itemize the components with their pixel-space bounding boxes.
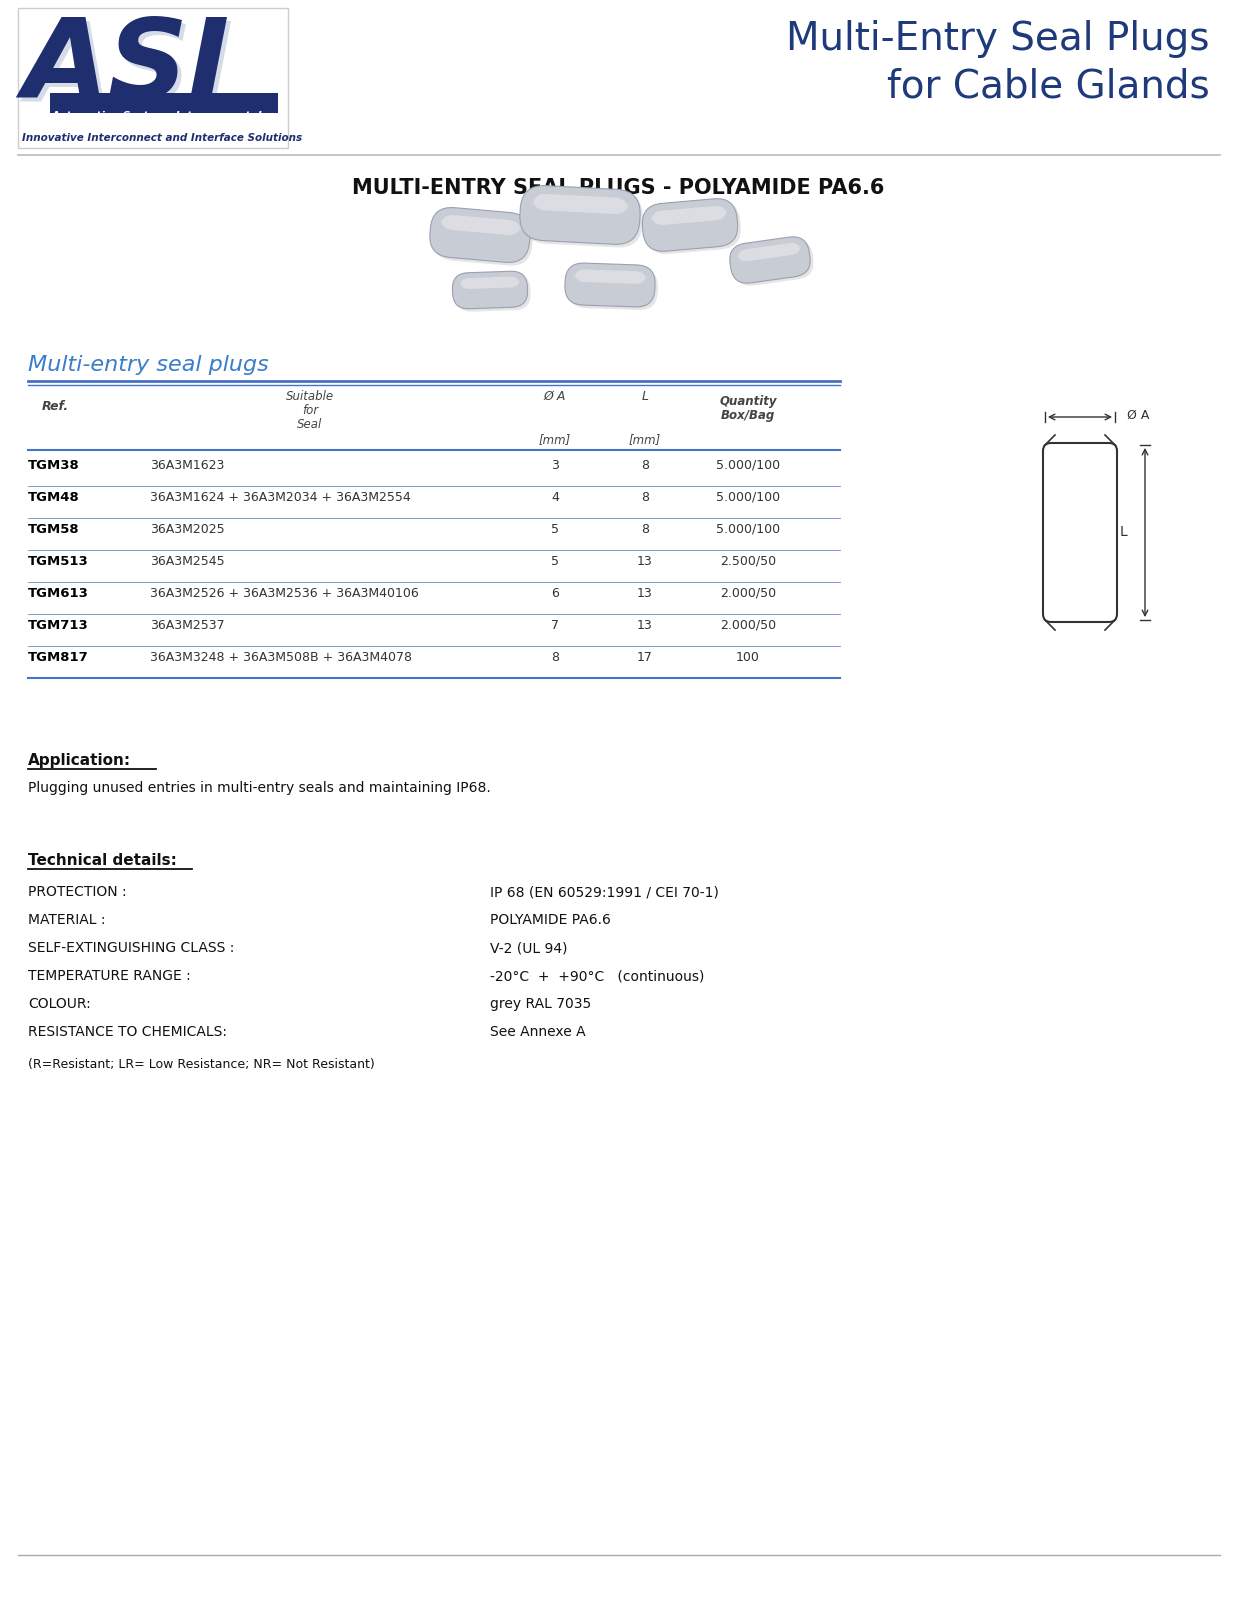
Text: 8: 8 <box>641 523 649 536</box>
FancyBboxPatch shape <box>455 274 531 312</box>
Text: 36A3M1624 + 36A3M2034 + 36A3M2554: 36A3M1624 + 36A3M2034 + 36A3M2554 <box>150 491 411 504</box>
FancyBboxPatch shape <box>520 186 640 245</box>
Text: L: L <box>1119 525 1127 539</box>
Text: Multi-entry seal plugs: Multi-entry seal plugs <box>28 355 268 374</box>
Text: 4: 4 <box>550 491 559 504</box>
Text: grey RAL 7035: grey RAL 7035 <box>490 997 591 1011</box>
Text: 5.000/100: 5.000/100 <box>716 523 781 536</box>
FancyBboxPatch shape <box>440 214 521 235</box>
FancyBboxPatch shape <box>651 206 727 226</box>
Text: Application:: Application: <box>28 754 131 768</box>
FancyBboxPatch shape <box>429 208 531 262</box>
Text: 13: 13 <box>637 587 653 600</box>
FancyBboxPatch shape <box>19 8 288 149</box>
FancyBboxPatch shape <box>532 194 628 214</box>
FancyBboxPatch shape <box>574 269 647 283</box>
Text: 13: 13 <box>637 619 653 632</box>
Text: 2.000/50: 2.000/50 <box>720 619 776 632</box>
Text: TGM38: TGM38 <box>28 459 79 472</box>
Text: POLYAMIDE PA6.6: POLYAMIDE PA6.6 <box>490 914 611 926</box>
Text: 36A3M2545: 36A3M2545 <box>150 555 225 568</box>
Text: PROTECTION :: PROTECTION : <box>28 885 126 899</box>
FancyBboxPatch shape <box>565 262 656 307</box>
Text: ASI: ASI <box>26 18 234 125</box>
Text: 36A3M2526 + 36A3M2536 + 36A3M40106: 36A3M2526 + 36A3M2536 + 36A3M40106 <box>150 587 419 600</box>
Text: Box/Bag: Box/Bag <box>721 410 776 422</box>
Text: TGM817: TGM817 <box>28 651 89 664</box>
Text: 13: 13 <box>637 555 653 568</box>
Text: 2.500/50: 2.500/50 <box>720 555 776 568</box>
FancyBboxPatch shape <box>642 198 737 251</box>
Text: Seal: Seal <box>297 418 323 430</box>
Text: 17: 17 <box>637 651 653 664</box>
Text: Automation Systems Interconnect, Inc: Automation Systems Interconnect, Inc <box>52 110 276 122</box>
FancyBboxPatch shape <box>734 240 814 286</box>
Text: Multi-Entry Seal Plugs: Multi-Entry Seal Plugs <box>787 19 1210 58</box>
Text: [mm]: [mm] <box>628 434 661 446</box>
FancyBboxPatch shape <box>730 237 810 283</box>
Text: 36A3M2537: 36A3M2537 <box>150 619 225 632</box>
Text: for: for <box>302 403 318 418</box>
FancyBboxPatch shape <box>453 272 527 309</box>
Text: MATERIAL :: MATERIAL : <box>28 914 105 926</box>
Text: 100: 100 <box>736 651 760 664</box>
Text: SELF-EXTINGUISHING CLASS :: SELF-EXTINGUISHING CLASS : <box>28 941 234 955</box>
Text: 5.000/100: 5.000/100 <box>716 491 781 504</box>
Text: TGM613: TGM613 <box>28 587 89 600</box>
Text: 3: 3 <box>550 459 559 472</box>
Text: Ø A: Ø A <box>544 390 567 403</box>
Text: TGM48: TGM48 <box>28 491 79 504</box>
Text: 36A3M2025: 36A3M2025 <box>150 523 225 536</box>
Text: TGM58: TGM58 <box>28 523 79 536</box>
Text: RESISTANCE TO CHEMICALS:: RESISTANCE TO CHEMICALS: <box>28 1026 228 1038</box>
Text: (R=Resistant; LR= Low Resistance; NR= Not Resistant): (R=Resistant; LR= Low Resistance; NR= No… <box>28 1058 375 1070</box>
Text: Ø A: Ø A <box>1127 408 1149 421</box>
Text: COLOUR:: COLOUR: <box>28 997 90 1011</box>
Text: Innovative Interconnect and Interface Solutions: Innovative Interconnect and Interface So… <box>22 133 302 142</box>
Text: 2.000/50: 2.000/50 <box>720 587 776 600</box>
Text: TEMPERATURE RANGE :: TEMPERATURE RANGE : <box>28 970 190 982</box>
FancyBboxPatch shape <box>49 93 278 114</box>
Text: 5: 5 <box>550 523 559 536</box>
Text: 8: 8 <box>641 491 649 504</box>
Text: -20°C  +  +90°C   (continuous): -20°C + +90°C (continuous) <box>490 970 704 982</box>
Text: 5: 5 <box>550 555 559 568</box>
Text: Quantity: Quantity <box>719 395 777 408</box>
FancyBboxPatch shape <box>523 189 643 248</box>
Text: MULTI-ENTRY SEAL PLUGS - POLYAMIDE PA6.6: MULTI-ENTRY SEAL PLUGS - POLYAMIDE PA6.6 <box>351 178 884 198</box>
FancyBboxPatch shape <box>460 277 520 290</box>
Text: Plugging unused entries in multi-entry seals and maintaining IP68.: Plugging unused entries in multi-entry s… <box>28 781 491 795</box>
Text: V-2 (UL 94): V-2 (UL 94) <box>490 941 568 955</box>
Text: TGM713: TGM713 <box>28 619 89 632</box>
Text: 36A3M1623: 36A3M1623 <box>150 459 224 472</box>
Text: See Annexe A: See Annexe A <box>490 1026 585 1038</box>
Text: L: L <box>642 390 648 403</box>
Text: 8: 8 <box>550 651 559 664</box>
Text: Technical details:: Technical details: <box>28 853 177 867</box>
FancyBboxPatch shape <box>646 202 741 254</box>
FancyBboxPatch shape <box>568 266 658 310</box>
FancyBboxPatch shape <box>433 211 533 266</box>
Text: 5.000/100: 5.000/100 <box>716 459 781 472</box>
Text: ASI: ASI <box>22 14 229 122</box>
Text: 7: 7 <box>550 619 559 632</box>
Text: TGM513: TGM513 <box>28 555 89 568</box>
Text: 36A3M3248 + 36A3M508B + 36A3M4078: 36A3M3248 + 36A3M508B + 36A3M4078 <box>150 651 412 664</box>
FancyBboxPatch shape <box>737 243 802 261</box>
Text: Ref.: Ref. <box>41 400 68 413</box>
Text: 8: 8 <box>641 459 649 472</box>
Text: Suitable: Suitable <box>286 390 334 403</box>
FancyBboxPatch shape <box>1043 443 1117 622</box>
Text: IP 68 (EN 60529:1991 / CEI 70-1): IP 68 (EN 60529:1991 / CEI 70-1) <box>490 885 719 899</box>
Text: for Cable Glands: for Cable Glands <box>887 67 1210 106</box>
Text: 6: 6 <box>550 587 559 600</box>
Text: [mm]: [mm] <box>539 434 571 446</box>
